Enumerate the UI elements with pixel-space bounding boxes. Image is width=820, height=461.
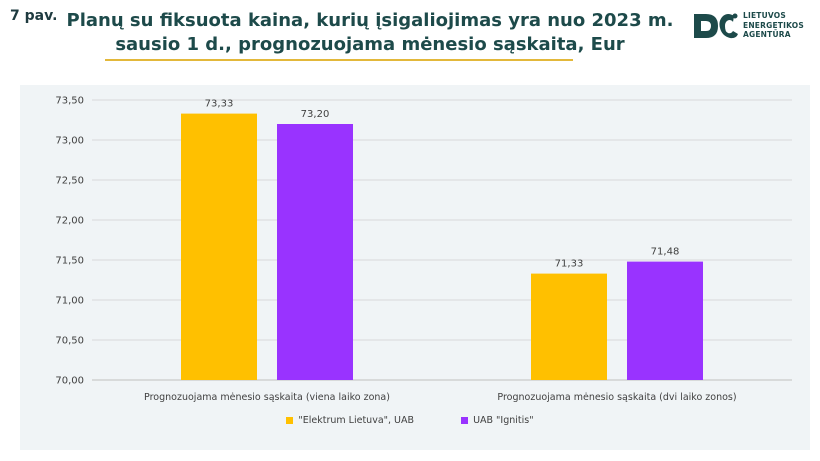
legend-item-elektrum: "Elektrum Lietuva", UAB bbox=[286, 415, 414, 426]
bar bbox=[277, 124, 353, 380]
figure-label: 7 pav. bbox=[10, 8, 58, 24]
logo-line-1: LIETUVOS bbox=[743, 11, 786, 20]
chart-legend: "Elektrum Lietuva", UAB UAB "Ignitis" bbox=[0, 415, 820, 427]
x-category-label: Prognozuojama mėnesio sąskaita (viena la… bbox=[144, 392, 390, 403]
data-label: 71,48 bbox=[651, 247, 680, 258]
chart-title-line-2: sausio 1 d., prognozuojama mėnesio sąska… bbox=[115, 34, 625, 55]
data-label: 71,33 bbox=[555, 259, 584, 270]
title-underline bbox=[105, 59, 573, 61]
chart-title: Planų su fiksuota kaina, kurių įsigalioj… bbox=[60, 9, 680, 57]
legend-label-elektrum: "Elektrum Lietuva", UAB bbox=[298, 415, 415, 426]
logo-line-3: AGENTŪRA bbox=[743, 30, 791, 39]
y-tick-label: 71,50 bbox=[55, 256, 84, 267]
y-tick-label: 72,50 bbox=[55, 176, 84, 187]
agency-logo: LIETUVOS ENERGETIKOS AGENTŪRA bbox=[692, 10, 812, 44]
y-tick-label: 71,00 bbox=[55, 296, 84, 307]
bar bbox=[181, 113, 257, 380]
y-tick-label: 70,50 bbox=[55, 336, 84, 347]
y-tick-label: 73,00 bbox=[55, 136, 84, 147]
y-tick-label: 72,00 bbox=[55, 216, 84, 227]
logo-line-2: ENERGETIKOS bbox=[743, 20, 804, 30]
agency-logo-text: LIETUVOS ENERGETIKOS AGENTŪRA bbox=[743, 11, 804, 40]
data-label: 73,33 bbox=[205, 99, 234, 110]
y-tick-label: 70,00 bbox=[55, 376, 84, 387]
legend-swatch-elektrum bbox=[286, 417, 294, 424]
agency-logo-icon bbox=[694, 13, 738, 39]
legend-label-ignitis: UAB "Ignitis" bbox=[473, 415, 534, 426]
legend-swatch-ignitis bbox=[461, 417, 469, 424]
legend-item-ignitis: UAB "Ignitis" bbox=[461, 415, 534, 426]
bar bbox=[627, 261, 703, 380]
y-tick-label: 73,50 bbox=[55, 96, 84, 107]
x-category-label: Prognozuojama mėnesio sąskaita (dvi laik… bbox=[497, 392, 736, 403]
bar bbox=[531, 273, 607, 380]
chart-title-line-1: Planų su fiksuota kaina, kurių įsigalioj… bbox=[66, 10, 674, 31]
data-label: 73,20 bbox=[301, 109, 330, 120]
